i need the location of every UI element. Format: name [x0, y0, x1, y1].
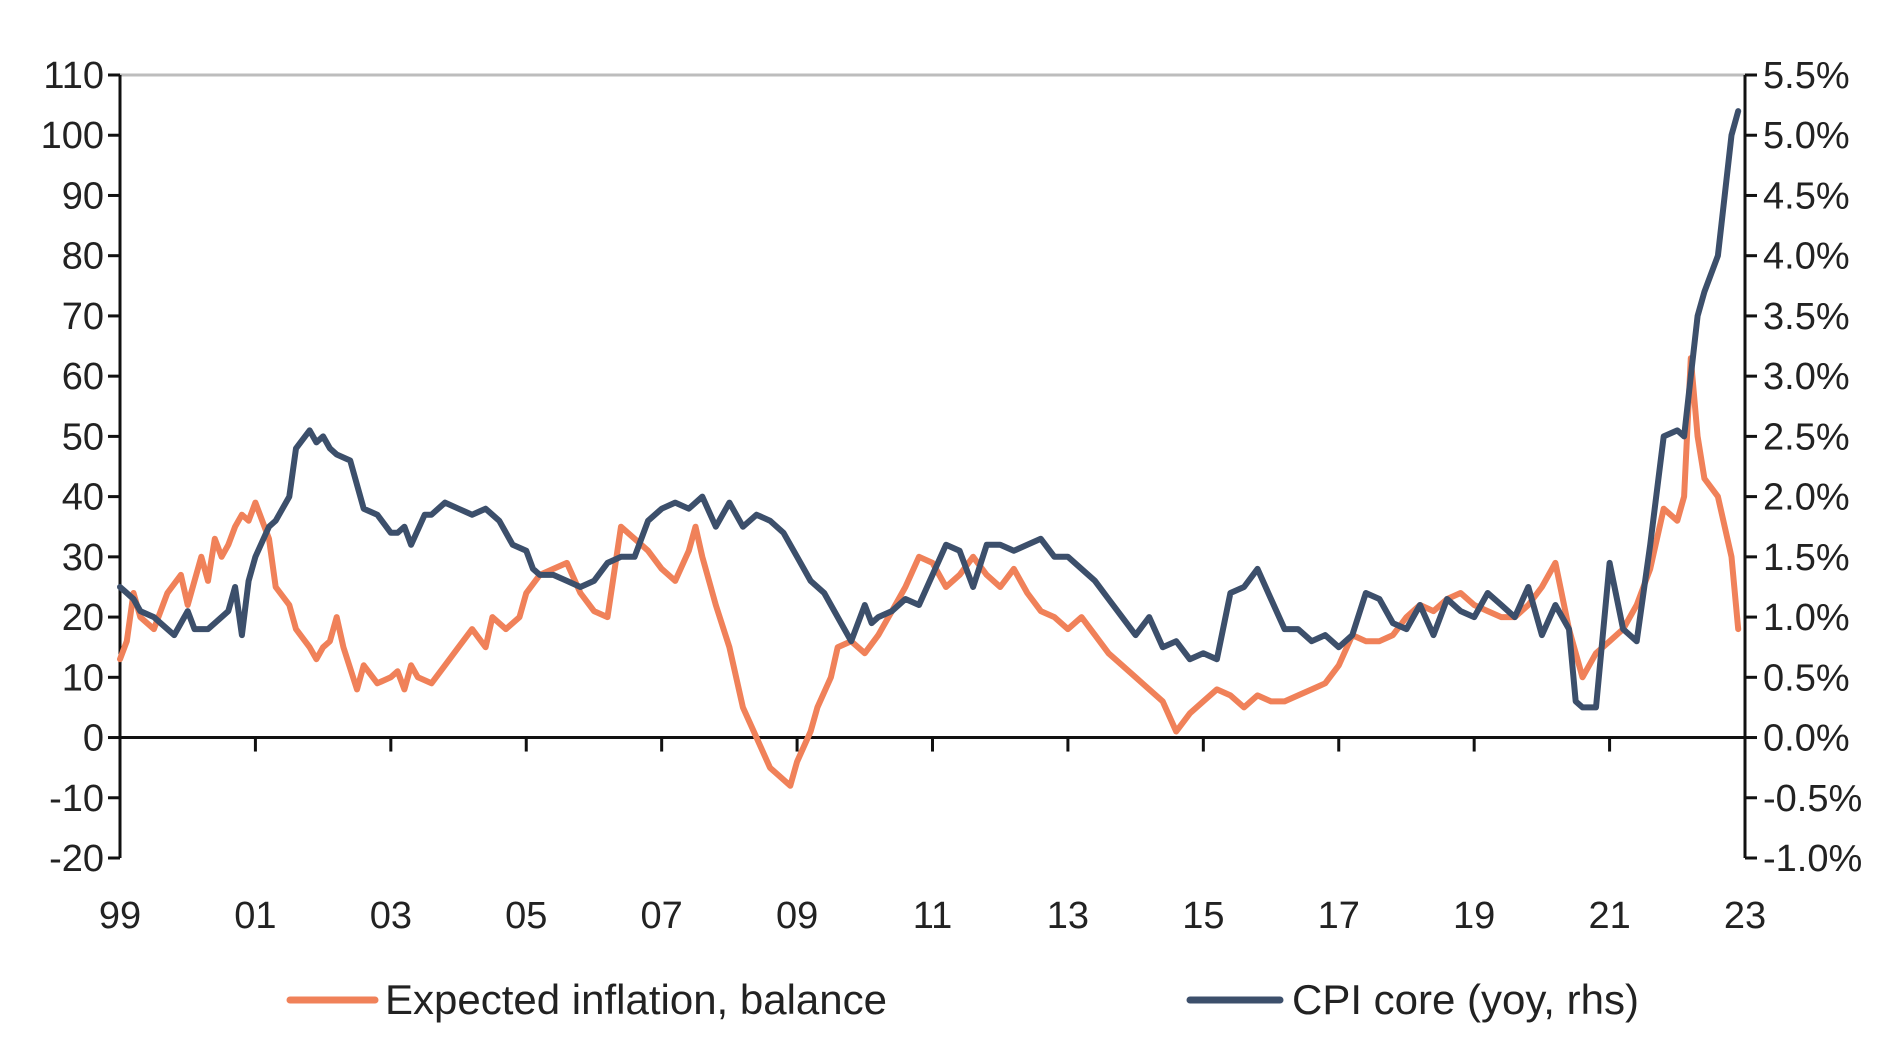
- legend-label-2: CPI core (yoy, rhs): [1292, 976, 1639, 1023]
- y-left-tick-label: 30: [62, 537, 104, 579]
- x-tick-label: 19: [1453, 895, 1495, 937]
- y-right-tick-label: 5.5%: [1763, 55, 1850, 97]
- x-tick-label: 03: [370, 895, 412, 937]
- x-tick-label: 13: [1047, 895, 1089, 937]
- x-tick-label: 05: [505, 895, 547, 937]
- y-right-tick-label: 4.0%: [1763, 236, 1850, 278]
- series-group: [117, 108, 1742, 789]
- y-left-tick-label: 60: [62, 356, 104, 398]
- x-tick-label: 11: [913, 895, 952, 937]
- x-tick-label: 01: [234, 895, 276, 937]
- y-right-tick-label: -0.5%: [1763, 778, 1862, 820]
- y-right-tick-label: 1.5%: [1763, 537, 1850, 579]
- y-right-tick-label: -1.0%: [1763, 838, 1862, 880]
- x-tick-label: 17: [1318, 895, 1360, 937]
- x-tick-label: 07: [641, 895, 683, 937]
- y-right-tick-label: 4.5%: [1763, 175, 1850, 217]
- y-right-tick-label: 0.5%: [1763, 657, 1850, 699]
- y-right-tick-label: 2.0%: [1763, 477, 1850, 519]
- y-right-tick-label: 3.5%: [1763, 296, 1850, 338]
- x-tick-label: 09: [776, 895, 818, 937]
- y-left-tick-label: 40: [62, 477, 104, 519]
- y-left-tick-label: 90: [62, 175, 104, 217]
- y-left-tick-label: -20: [49, 838, 104, 880]
- x-tick-label: 15: [1182, 895, 1224, 937]
- series-line-1: [117, 355, 1742, 789]
- y-right-tick-label: 3.0%: [1763, 356, 1850, 398]
- y-left-tick-label: 50: [62, 416, 104, 458]
- y-left-tick-label: 0: [83, 718, 104, 760]
- legend-label-1: Expected inflation, balance: [385, 976, 887, 1023]
- y-left-tick-label: -10: [49, 778, 104, 820]
- y-left-tick-label: 70: [62, 296, 104, 338]
- y-left-tick-label: 20: [62, 597, 104, 639]
- x-tick-label: 99: [99, 895, 141, 937]
- y-left-tick-label: 110: [43, 55, 104, 97]
- y-right-tick-label: 1.0%: [1763, 597, 1850, 639]
- y-left-tick-label: 10: [62, 657, 104, 699]
- y-right-tick-label: 2.5%: [1763, 416, 1850, 458]
- x-tick-label: 23: [1724, 895, 1766, 937]
- y-right-tick-label: 0.0%: [1763, 718, 1850, 760]
- axes-group: 1101009080706050403020100-10-205.5%5.0%4…: [41, 55, 1863, 937]
- y-left-tick-label: 100: [41, 115, 104, 157]
- x-tick-label: 21: [1588, 895, 1630, 937]
- y-right-tick-label: 5.0%: [1763, 115, 1850, 157]
- legend: Expected inflation, balance CPI core (yoy…: [286, 976, 1639, 1023]
- series-line-2: [117, 108, 1742, 711]
- y-left-tick-label: 80: [62, 236, 104, 278]
